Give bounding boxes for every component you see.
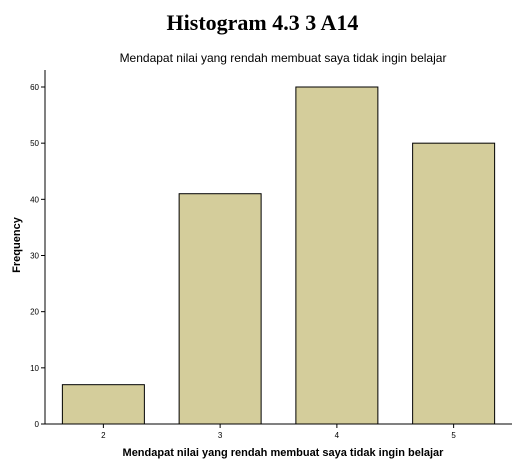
chart-title: Mendapat nilai yang rendah membuat saya … (120, 51, 447, 65)
x-tick-label: 3 (218, 431, 223, 440)
y-tick-label: 30 (30, 252, 39, 261)
x-tick-label: 5 (451, 431, 456, 440)
y-tick-label: 60 (30, 83, 39, 92)
x-tick-label: 2 (101, 431, 106, 440)
y-tick-label: 0 (35, 420, 40, 429)
y-tick-label: 40 (30, 195, 39, 204)
y-tick-label: 50 (30, 139, 39, 148)
x-tick-label: 4 (335, 431, 340, 440)
y-tick-label: 20 (30, 308, 39, 317)
bar-3 (178, 193, 262, 425)
x-axis-label: Mendapat nilai yang rendah membuat saya … (123, 447, 445, 459)
bar-2 (61, 384, 145, 425)
bar-5 (412, 142, 496, 425)
page-heading: Histogram 4.3 3 A14 (166, 10, 359, 35)
bar-4 (295, 86, 379, 425)
y-tick-label: 10 (30, 364, 39, 373)
y-axis-label: Frequency (11, 216, 23, 273)
